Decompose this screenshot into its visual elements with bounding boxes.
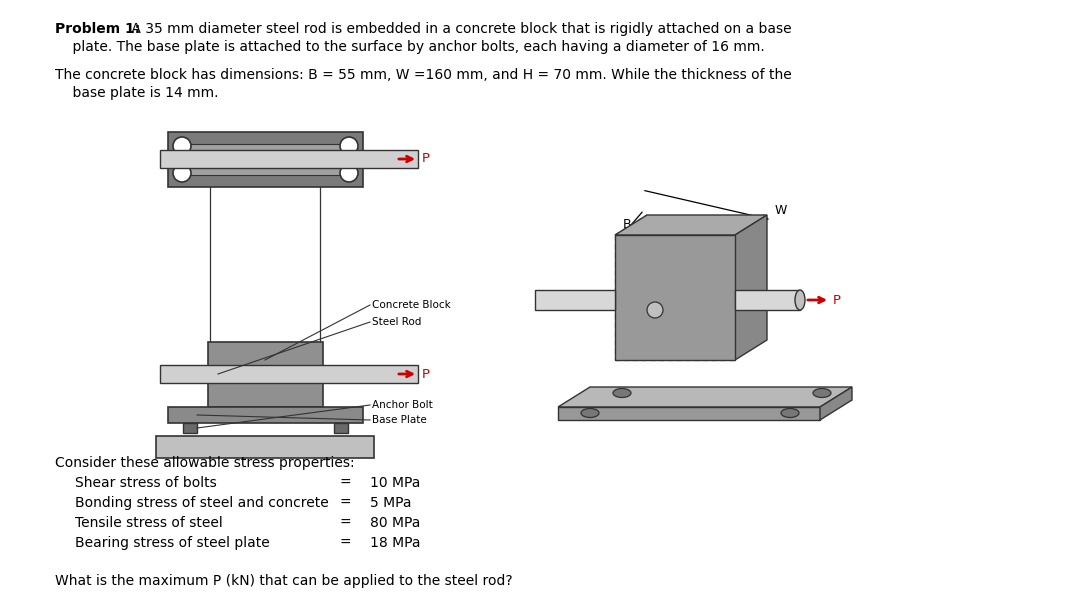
Text: W: W <box>775 204 787 216</box>
Bar <box>334 423 348 433</box>
Bar <box>168 132 363 187</box>
Polygon shape <box>558 407 820 420</box>
Bar <box>180 144 351 175</box>
Text: Problem 1:: Problem 1: <box>55 22 140 36</box>
Text: P: P <box>422 368 430 381</box>
Circle shape <box>647 302 663 318</box>
Text: P: P <box>422 153 430 166</box>
Polygon shape <box>558 387 852 407</box>
Text: Anchor Bolt: Anchor Bolt <box>372 400 433 410</box>
Circle shape <box>173 164 191 182</box>
Ellipse shape <box>795 290 805 310</box>
Polygon shape <box>735 215 767 360</box>
Text: P: P <box>833 294 841 306</box>
Ellipse shape <box>581 408 599 417</box>
Bar <box>160 365 418 383</box>
Text: 5 MPa: 5 MPa <box>370 496 411 510</box>
Text: Bonding stress of steel and concrete: Bonding stress of steel and concrete <box>75 496 328 510</box>
Circle shape <box>340 137 357 155</box>
Text: B: B <box>623 218 632 232</box>
Ellipse shape <box>813 389 831 397</box>
Bar <box>183 423 197 433</box>
Bar <box>160 150 418 168</box>
Text: =: = <box>339 476 351 490</box>
Bar <box>735 290 800 310</box>
Bar <box>168 407 363 423</box>
Text: =: = <box>339 536 351 550</box>
Ellipse shape <box>613 389 631 397</box>
Text: Concrete Block: Concrete Block <box>372 300 450 310</box>
Text: Base Plate: Base Plate <box>372 415 427 425</box>
Text: Tensile stress of steel: Tensile stress of steel <box>75 516 222 530</box>
Text: Bearing stress of steel plate: Bearing stress of steel plate <box>75 536 270 550</box>
Bar <box>156 436 374 458</box>
Polygon shape <box>615 215 767 235</box>
Text: A 35 mm diameter steel rod is embedded in a concrete block that is rigidly attac: A 35 mm diameter steel rod is embedded i… <box>127 22 792 36</box>
Text: =: = <box>339 516 351 530</box>
Bar <box>535 290 615 310</box>
Polygon shape <box>820 387 852 420</box>
Text: Shear stress of bolts: Shear stress of bolts <box>75 476 217 490</box>
Text: Steel Rod: Steel Rod <box>372 317 421 327</box>
Polygon shape <box>615 235 735 360</box>
Circle shape <box>340 164 357 182</box>
Text: 18 MPa: 18 MPa <box>370 536 420 550</box>
Text: 80 MPa: 80 MPa <box>370 516 420 530</box>
Text: 10 MPa: 10 MPa <box>370 476 420 490</box>
Text: base plate is 14 mm.: base plate is 14 mm. <box>55 86 218 100</box>
Ellipse shape <box>781 408 799 417</box>
Text: The concrete block has dimensions: B = 55 mm, W =160 mm, and H = 70 mm. While th: The concrete block has dimensions: B = 5… <box>55 68 792 82</box>
Text: =: = <box>339 496 351 510</box>
Bar <box>208 342 323 407</box>
Circle shape <box>173 137 191 155</box>
Text: plate. The base plate is attached to the surface by anchor bolts, each having a : plate. The base plate is attached to the… <box>55 40 765 54</box>
Text: What is the maximum P (kN) that can be applied to the steel rod?: What is the maximum P (kN) that can be a… <box>55 574 513 588</box>
Text: Consider these allowable stress properties:: Consider these allowable stress properti… <box>55 456 354 470</box>
